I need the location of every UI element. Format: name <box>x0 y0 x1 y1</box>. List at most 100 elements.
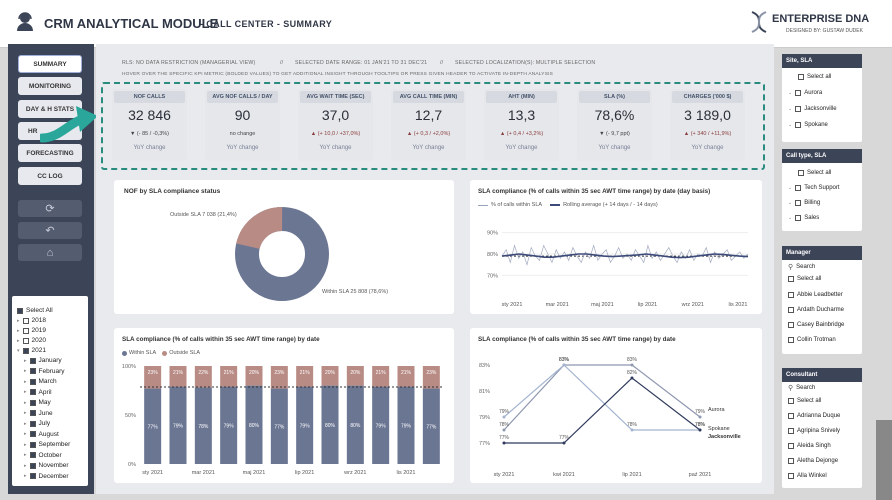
slicer-item[interactable]: Aleida Singh <box>788 443 831 449</box>
kpi-value[interactable]: 13,3 <box>507 107 536 123</box>
month-item[interactable]: ▸ January <box>24 357 62 364</box>
checkbox[interactable] <box>29 399 36 406</box>
expand-icon[interactable]: ▸ <box>24 452 27 458</box>
checkbox[interactable] <box>29 441 36 448</box>
checkbox[interactable] <box>29 452 36 458</box>
slicer-item[interactable]: ⌄ Spokane <box>788 122 828 128</box>
slicer-item[interactable]: Casey Bainbridge <box>788 322 844 328</box>
kpi-title[interactable]: AVG CALL TIME (MIN) <box>393 91 464 103</box>
expand-icon[interactable]: ⌄ <box>788 215 793 221</box>
expand-icon[interactable]: ▸ <box>24 399 27 406</box>
kpi-card[interactable]: NOF CALLS 32 846 ▼ (- 85 / -0,3%) YoY chang… <box>112 89 187 161</box>
kpi-card[interactable]: CHARGES ('000 $) 3 189,0 ▲ (+ 340 / +11,9%… <box>670 89 745 161</box>
kpi-value[interactable]: 37,0 <box>321 107 350 123</box>
year-item-2020[interactable]: ▸ 2020 <box>17 337 46 344</box>
kpi-title[interactable]: NOF CALLS <box>114 91 185 103</box>
kpi-title[interactable]: AHT (MIN) <box>486 91 557 103</box>
select-all-item[interactable]: Select all <box>788 398 821 404</box>
expand-icon[interactable]: ▸ <box>24 441 27 448</box>
slicer-item[interactable]: ⌄ Jacksonville <box>788 106 837 112</box>
nav-forecasting[interactable]: FORECASTING <box>18 144 82 162</box>
donut-chart[interactable] <box>234 206 330 302</box>
kpi-value[interactable]: 78,6% <box>594 107 635 123</box>
slicer-item[interactable]: Collin Trotman <box>788 337 836 343</box>
expand-icon[interactable]: ⌄ <box>788 90 793 96</box>
expand-icon[interactable]: ▸ <box>24 431 27 437</box>
nav-monitoring[interactable]: MONITORING <box>18 77 82 95</box>
checkbox[interactable] <box>29 357 36 364</box>
checkbox[interactable] <box>788 458 794 464</box>
checkbox[interactable] <box>29 410 36 416</box>
expand-icon[interactable]: ▸ <box>24 389 27 395</box>
checkbox[interactable] <box>788 307 794 313</box>
slicer-item[interactable]: Alla Winkel <box>788 473 827 479</box>
expand-icon[interactable]: ▸ <box>17 327 20 334</box>
expand-icon[interactable]: ⌄ <box>788 200 793 206</box>
kpi-card[interactable]: SLA (%) 78,6% ▼ (- 9,7 ppt) YoY change <box>577 89 652 161</box>
daily-line-chart[interactable]: 70% 80% 90% sty 2021 mar 2021 maj 2021 lip 202… <box>470 214 762 312</box>
checkbox[interactable] <box>788 428 794 434</box>
expand-icon[interactable]: ▸ <box>24 410 27 416</box>
checkbox[interactable] <box>795 90 802 96</box>
slicer-item[interactable]: ⌄ Tech Support <box>788 185 840 191</box>
slicer-item[interactable]: Agripina Snively <box>788 428 840 434</box>
checkbox[interactable] <box>795 200 802 206</box>
checkbox[interactable] <box>795 215 802 221</box>
year-item-2018[interactable]: ▸ 2018 <box>17 317 46 324</box>
month-item[interactable]: ▸ August <box>24 430 59 438</box>
month-item[interactable]: ▸ October <box>24 451 62 459</box>
checkbox[interactable] <box>17 307 23 314</box>
slicer-item[interactable]: ⌄ Sales <box>788 215 820 221</box>
checkbox[interactable] <box>795 106 802 112</box>
manager-search-input[interactable]: ⚲ Search <box>788 264 816 271</box>
select-all-item[interactable]: Select all <box>798 74 831 80</box>
checkbox[interactable] <box>788 322 794 328</box>
kpi-title[interactable]: SLA (%) <box>579 91 650 103</box>
expand-icon[interactable]: ▸ <box>24 420 27 427</box>
month-item[interactable]: ▸ September <box>24 441 71 448</box>
expand-icon[interactable]: ▸ <box>24 473 27 479</box>
year-item-2019[interactable]: ▸ 2019 <box>17 327 46 334</box>
checkbox[interactable] <box>798 170 804 176</box>
checkbox[interactable] <box>29 378 36 385</box>
checkbox[interactable] <box>795 185 802 191</box>
home-button[interactable]: ⌂ <box>18 244 82 261</box>
checkbox[interactable] <box>29 462 36 469</box>
checkbox[interactable] <box>788 413 794 419</box>
expand-icon[interactable]: ▸ <box>24 368 27 374</box>
checkbox[interactable] <box>29 420 36 427</box>
kpi-title[interactable]: AVG WAIT TIME (SEC) <box>300 91 371 103</box>
kpi-value[interactable]: 3 189,0 <box>684 107 731 123</box>
select-all-item[interactable]: Select all <box>788 276 821 282</box>
checkbox[interactable] <box>29 431 36 437</box>
monthly-bar-chart[interactable]: 0% 50% 100% 77% 23% 79% 21% 78% 22% 79% 21% 80% 20% 7… <box>114 358 454 482</box>
checkbox[interactable] <box>788 473 794 479</box>
kpi-title[interactable]: CHARGES ('000 $) <box>672 91 743 103</box>
checkbox[interactable] <box>795 122 802 128</box>
expand-icon[interactable]: ▸ <box>17 317 20 324</box>
checkbox[interactable] <box>788 276 794 282</box>
month-item[interactable]: ▸ December <box>24 472 69 480</box>
checkbox[interactable] <box>29 368 36 374</box>
collapse-icon[interactable]: ▾ <box>17 347 20 354</box>
expand-icon[interactable]: ⌄ <box>788 106 793 112</box>
checkbox[interactable] <box>788 337 794 343</box>
expand-icon[interactable]: ▸ <box>24 462 27 469</box>
checkbox[interactable] <box>29 389 36 395</box>
month-item[interactable]: ▸ May <box>24 399 51 406</box>
month-item[interactable]: ▸ November <box>24 462 69 469</box>
consultant-search-input[interactable]: ⚲ Search <box>788 385 816 392</box>
checkbox[interactable] <box>798 74 804 80</box>
kpi-card[interactable]: AVG WAIT TIME (SEC) 37,0 ▲ (+ 10,0 / +37,0… <box>298 89 373 161</box>
month-item[interactable]: ▸ June <box>24 409 53 417</box>
expand-icon[interactable]: ▸ <box>24 378 27 385</box>
kpi-value[interactable]: 12,7 <box>414 107 443 123</box>
nav-cc-log[interactable]: CC LOG <box>18 167 82 185</box>
slicer-item[interactable]: Abbie Leadbetter <box>788 292 843 298</box>
slicer-item[interactable]: Aletha Dejonge <box>788 458 838 464</box>
kpi-value[interactable]: 90 <box>234 107 251 123</box>
expand-icon[interactable]: ⌄ <box>788 122 793 128</box>
slicer-item[interactable]: ⌄ Aurora <box>788 90 823 96</box>
checkbox[interactable] <box>788 443 794 449</box>
